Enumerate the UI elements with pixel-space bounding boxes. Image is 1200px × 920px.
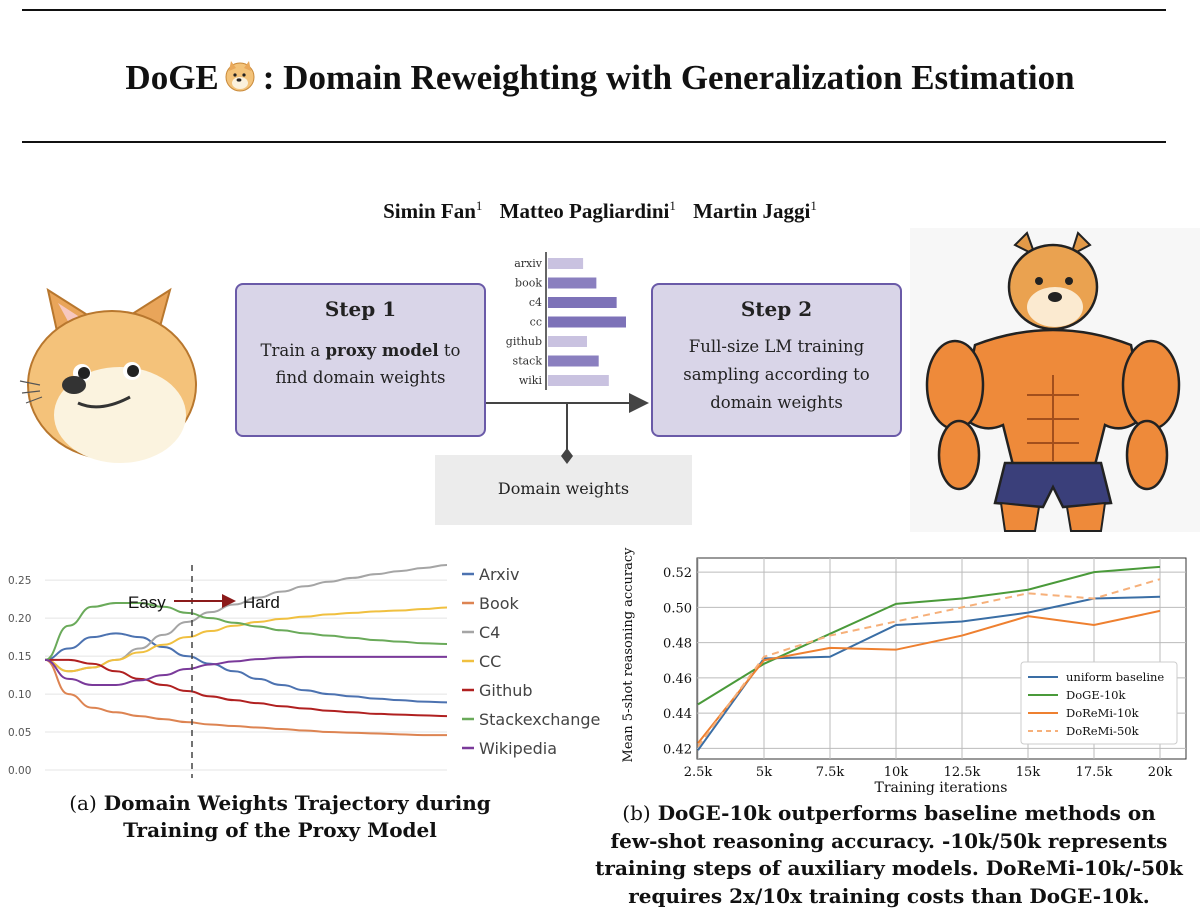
page-title: DoGE : Domain Reweighting with Generaliz… xyxy=(0,58,1200,98)
author: Matteo Pagliardini1 xyxy=(499,198,676,223)
y-tick-label: 0.46 xyxy=(663,672,692,687)
x-tick-label: 12.5k xyxy=(944,765,981,780)
y-tick-label: 0.05 xyxy=(8,727,31,739)
legend-entry: Wikipedia xyxy=(479,739,557,758)
mini-bar-label: stack xyxy=(513,355,543,368)
mini-bar xyxy=(548,297,617,308)
doge-icon xyxy=(225,61,255,92)
mini-bar xyxy=(548,316,626,328)
y-tick-label: 0.48 xyxy=(663,637,692,652)
y-tick-label: 0.52 xyxy=(663,566,692,581)
mini-bar-label: github xyxy=(506,335,542,348)
easy-label: Easy xyxy=(128,593,166,612)
legend-entry: Stackexchange xyxy=(479,710,600,729)
mini-bar-label: arxiv xyxy=(514,257,543,270)
domain-weights-box: Domain weights xyxy=(435,455,692,525)
series-line-stackexchange xyxy=(44,601,448,661)
arrow-head-icon xyxy=(222,594,236,608)
y-tick-label: 0.15 xyxy=(8,651,31,663)
mini-bar-label: c4 xyxy=(529,296,542,309)
step1-heading: Step 1 xyxy=(324,297,397,321)
series-line-arxiv xyxy=(44,632,448,704)
y-tick-label: 0.25 xyxy=(8,575,31,587)
legend-entry: C4 xyxy=(479,623,500,642)
x-axis-label: Training iterations xyxy=(875,780,1008,796)
top-rule xyxy=(22,9,1166,11)
series-line-doremi-10k xyxy=(697,609,1161,744)
y-tick-label: 0.42 xyxy=(663,742,692,757)
bottom-rule xyxy=(22,141,1166,143)
x-tick-label: 17.5k xyxy=(1076,765,1113,780)
mini-bar-chart: arxiv book c4 cc github stack wiki xyxy=(506,257,626,387)
x-tick-label: 20k xyxy=(1148,765,1173,780)
legend-entry: DoReMi-50k xyxy=(1066,724,1140,738)
y-tick-label: 0.00 xyxy=(8,765,31,777)
x-tick-label: 7.5k xyxy=(816,765,845,780)
caption-b: (b) DoGE-10k outperforms baseline method… xyxy=(595,801,1183,908)
series-line-github xyxy=(45,658,448,718)
mini-bar xyxy=(548,277,597,289)
y-tick-label: 0.10 xyxy=(8,689,31,701)
x-tick-label: 10k xyxy=(884,765,909,780)
step1-box: Step 1 Train a proxy model to find domai… xyxy=(235,283,486,437)
mini-bar xyxy=(548,355,599,367)
legend-entry: uniform baseline xyxy=(1066,670,1164,684)
mini-bar-label: cc xyxy=(530,316,542,329)
mini-bar-label: wiki xyxy=(519,374,543,387)
y-tick-label: 0.20 xyxy=(8,613,31,625)
y-tick-label: 0.50 xyxy=(663,601,692,616)
y-axis-label: Mean 5-shot reasoning accuracy xyxy=(621,547,636,763)
series-line-doremi-50k xyxy=(697,578,1161,748)
mini-bar xyxy=(548,258,584,269)
mini-bar-label: book xyxy=(515,277,542,290)
title-prefix: DoGE xyxy=(125,58,219,97)
hard-label: Hard xyxy=(243,593,280,612)
series-line-book xyxy=(44,658,447,737)
title-rest: : Domain Reweighting with Generalization… xyxy=(262,58,1075,97)
connector-diamond xyxy=(561,448,573,464)
y-tick-label: 0.44 xyxy=(663,707,692,722)
x-tick-label: 2.5k xyxy=(684,765,713,780)
x-tick-label: 5k xyxy=(756,765,772,780)
series-line-wikipedia xyxy=(44,655,447,686)
step2-heading: Step 2 xyxy=(740,297,813,321)
caption-a: (a) Domain Weights Trajectory during Tra… xyxy=(69,791,491,842)
x-tick-label: 15k xyxy=(1016,765,1041,780)
author-list: Simin Fan1 Matteo Pagliardini1 Martin Ja… xyxy=(0,198,1200,224)
legend-entry: Github xyxy=(479,681,533,700)
step2-description: Full-size LM training sampling according… xyxy=(683,337,870,412)
legend-entry: Book xyxy=(479,594,520,613)
legend-entry: CC xyxy=(479,652,501,671)
step2-box: Step 2 Full-size LM training sampling ac… xyxy=(651,283,902,437)
step1-description: Train a proxy model to find domain weigh… xyxy=(260,341,461,387)
author: Martin Jaggi1 xyxy=(693,198,817,223)
author: Simin Fan1 xyxy=(383,198,483,223)
legend-entry: Arxiv xyxy=(479,565,519,584)
legend-entry: DoReMi-10k xyxy=(1066,706,1140,720)
mini-bar xyxy=(548,375,609,386)
legend-entry: DoGE-10k xyxy=(1066,688,1126,702)
mini-bar xyxy=(548,336,587,347)
chart-b-legend: uniform baseline DoGE-10k DoReMi-10k DoReMi… xyxy=(1020,661,1178,745)
